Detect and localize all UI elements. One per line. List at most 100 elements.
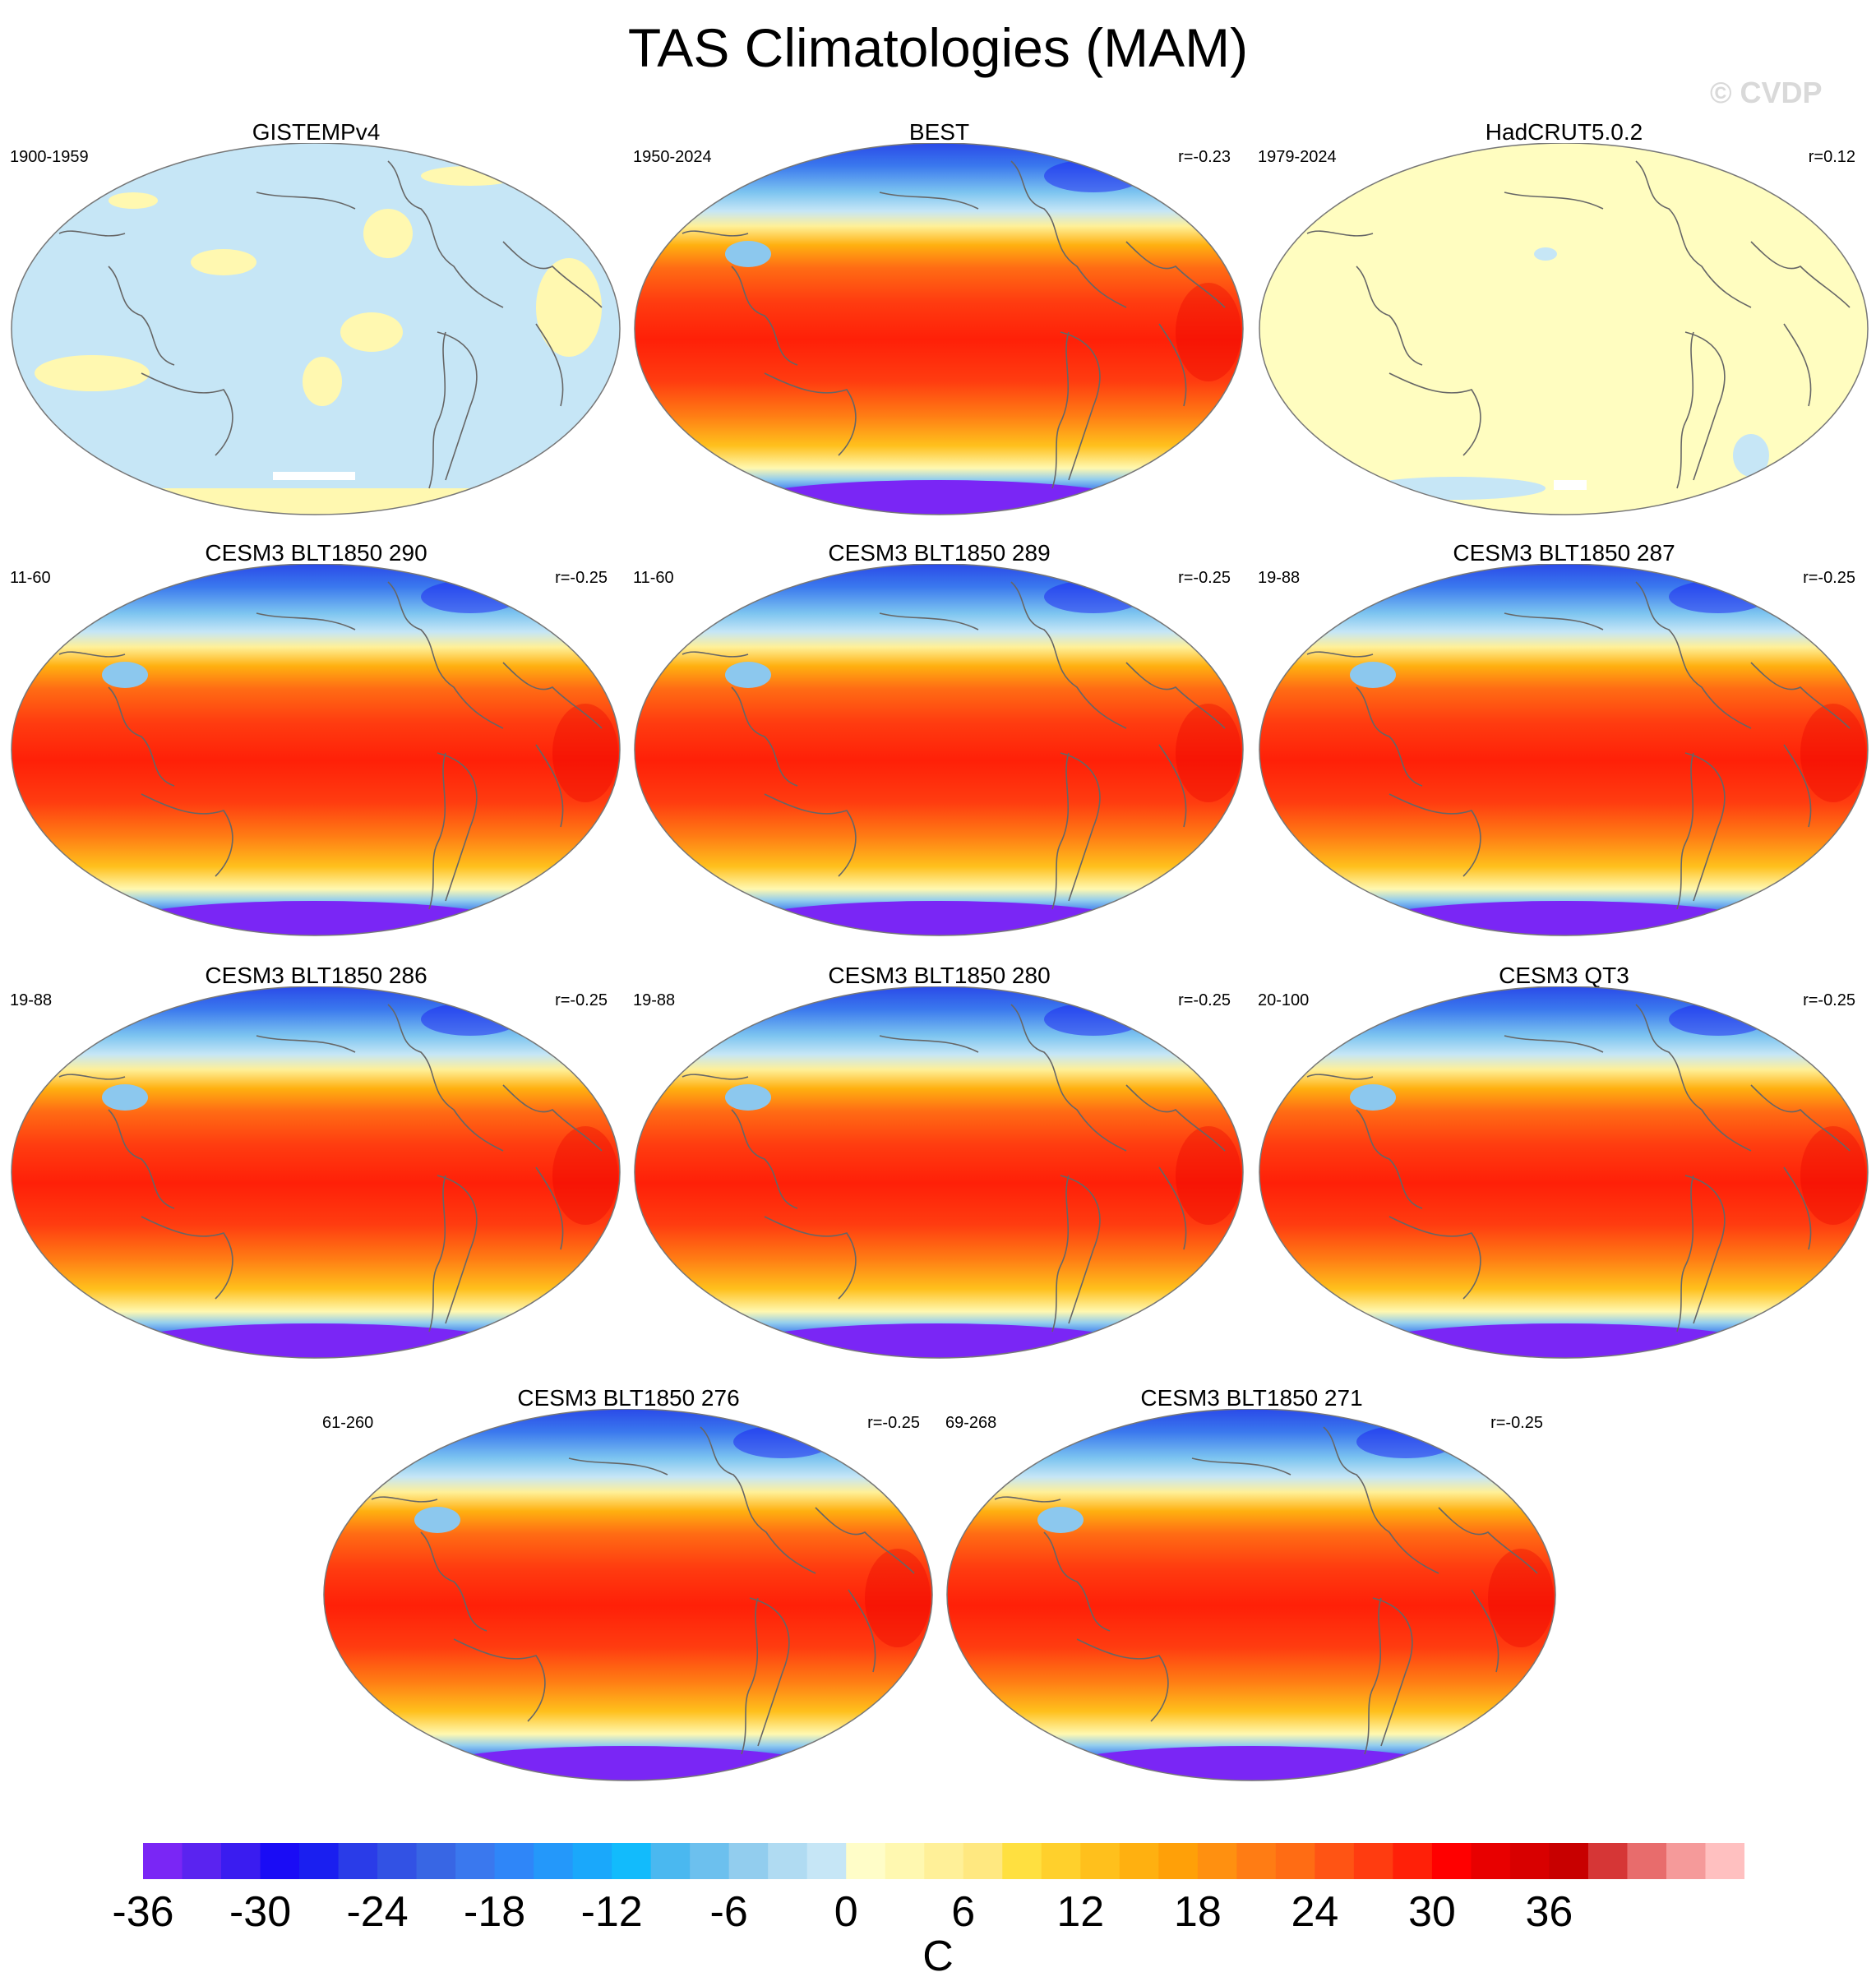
panel-correlation: r=-0.25 (1490, 1414, 1543, 1432)
panel-correlation: r=0.12 (1808, 148, 1855, 166)
colorbar-swatch (260, 1843, 300, 1879)
panel-title: HadCRUT5.0.2 (1485, 119, 1643, 145)
panel-period: 1900-1959 (10, 148, 89, 166)
colorbar-swatch (846, 1843, 886, 1879)
colorbar-swatch (1705, 1843, 1744, 1879)
map-panel: GISTEMPv4 1900-1959 (10, 118, 622, 515)
panel-title: CESM3 BLT1850 290 (205, 540, 427, 566)
map-panel: CESM3 BLT1850 286 19-88 r=-0.25 (10, 962, 622, 1359)
colorbar-swatch (221, 1843, 261, 1879)
colorbar-swatch (1002, 1843, 1042, 1879)
colorbar-swatch (1393, 1843, 1433, 1879)
colorbar-swatch (1587, 1843, 1628, 1879)
colorbar-tick-label: -6 (709, 1888, 748, 1936)
colorbar-swatch (885, 1843, 925, 1879)
colorbar-swatch (1275, 1843, 1315, 1879)
panel-correlation: r=-0.25 (555, 569, 608, 587)
panel-title: CESM3 BLT1850 287 (1453, 540, 1675, 566)
colorbar-tick-label: 18 (1173, 1888, 1222, 1936)
colorbar-tick-label: 30 (1407, 1888, 1456, 1936)
colorbar-swatch (924, 1843, 964, 1879)
panel-title: GISTEMPv4 (252, 119, 381, 145)
panel-title: CESM3 BLT1850 276 (517, 1385, 740, 1411)
colorbar-swatch (650, 1843, 691, 1879)
colorbar-swatch (1353, 1843, 1393, 1879)
colorbar-swatch (1119, 1843, 1159, 1879)
colorbar-swatch (1627, 1843, 1667, 1879)
colorbar-swatch (182, 1843, 222, 1879)
map-panel: CESM3 BLT1850 271 69-268 r=-0.25 (945, 1384, 1558, 1781)
colorbar-tick-label: 36 (1525, 1888, 1573, 1936)
map-panel: CESM3 BLT1850 276 61-260 r=-0.25 (322, 1384, 935, 1781)
panel-title: CESM3 BLT1850 271 (1140, 1385, 1363, 1411)
watermark: © CVDP (1710, 76, 1823, 109)
world-map (634, 143, 1244, 515)
colorbar-swatch (534, 1843, 574, 1879)
world-map (634, 564, 1244, 936)
panel-title: CESM3 QT3 (1499, 963, 1629, 988)
colorbar-swatch (1041, 1843, 1081, 1879)
panel-correlation: r=-0.25 (867, 1414, 920, 1432)
panel-period: 1950-2024 (633, 148, 712, 166)
panel-title: CESM3 BLT1850 286 (205, 963, 427, 988)
colorbar (143, 1843, 1744, 1879)
colorbar-swatch (1666, 1843, 1706, 1879)
panel-correlation: r=-0.25 (1178, 569, 1231, 587)
colorbar-tick-label: -24 (346, 1888, 409, 1936)
colorbar-swatch (1197, 1843, 1237, 1879)
colorbar-tick-label: -30 (229, 1888, 292, 1936)
panel-period: 69-268 (945, 1414, 997, 1432)
colorbar-swatch (1080, 1843, 1121, 1879)
colorbar-swatch (612, 1843, 652, 1879)
colorbar-tick-label: 12 (1056, 1888, 1105, 1936)
panel-period: 11-60 (633, 569, 674, 587)
world-map (946, 1409, 1556, 1781)
panel-title: BEST (908, 119, 970, 145)
world-map (1259, 143, 1869, 515)
colorbar-swatch (963, 1843, 1003, 1879)
colorbar-units: C (922, 1933, 954, 1980)
map-panel: CESM3 BLT1850 290 11-60 r=-0.25 (10, 539, 622, 936)
colorbar-swatch (494, 1843, 534, 1879)
panel-period: 19-88 (1258, 569, 1301, 587)
colorbar-swatch (1471, 1843, 1511, 1879)
world-map (11, 564, 621, 936)
colorbar-tick-label: -18 (464, 1888, 526, 1936)
map-panel: CESM3 BLT1850 280 19-88 r=-0.25 (633, 962, 1245, 1359)
panel-period: 20-100 (1258, 991, 1310, 1009)
colorbar-tick-label: -12 (580, 1888, 643, 1936)
map-panel: CESM3 BLT1850 287 19-88 r=-0.25 (1258, 539, 1870, 936)
panel-period: 19-88 (633, 991, 676, 1009)
panel-period: 11-60 (10, 569, 51, 587)
colorbar-swatch (377, 1843, 418, 1879)
colorbar-tick-label: 6 (951, 1888, 976, 1936)
colorbar-swatch (728, 1843, 769, 1879)
panel-correlation: r=-0.25 (1178, 991, 1231, 1009)
colorbar-swatch (299, 1843, 340, 1879)
panel-correlation: r=-0.23 (1178, 148, 1231, 166)
colorbar-tick-label: -36 (112, 1888, 174, 1936)
panel-period: 19-88 (10, 991, 53, 1009)
colorbar-tick-label: 0 (834, 1888, 858, 1936)
panel-correlation: r=-0.25 (1803, 991, 1855, 1009)
map-panel: BEST 1950-2024 r=-0.23 (633, 118, 1245, 515)
colorbar-swatch (690, 1843, 730, 1879)
world-map (11, 143, 621, 515)
colorbar-swatch (806, 1843, 847, 1879)
world-map (634, 986, 1244, 1359)
colorbar-swatch (572, 1843, 612, 1879)
colorbar-swatch (1158, 1843, 1199, 1879)
world-map (323, 1409, 933, 1781)
world-map (11, 986, 621, 1359)
colorbar-swatch (1431, 1843, 1472, 1879)
world-map (1259, 564, 1869, 936)
colorbar-tick-label: 24 (1291, 1888, 1339, 1936)
colorbar-swatch (455, 1843, 496, 1879)
panel-title: CESM3 BLT1850 289 (828, 540, 1051, 566)
figure-title: TAS Climatologies (MAM) (627, 17, 1249, 78)
panel-period: 61-260 (322, 1414, 374, 1432)
colorbar-swatch (1509, 1843, 1550, 1879)
colorbar-swatch (338, 1843, 378, 1879)
world-map (1259, 986, 1869, 1359)
map-panel: HadCRUT5.0.2 1979-2024 r=0.12 (1258, 118, 1870, 515)
